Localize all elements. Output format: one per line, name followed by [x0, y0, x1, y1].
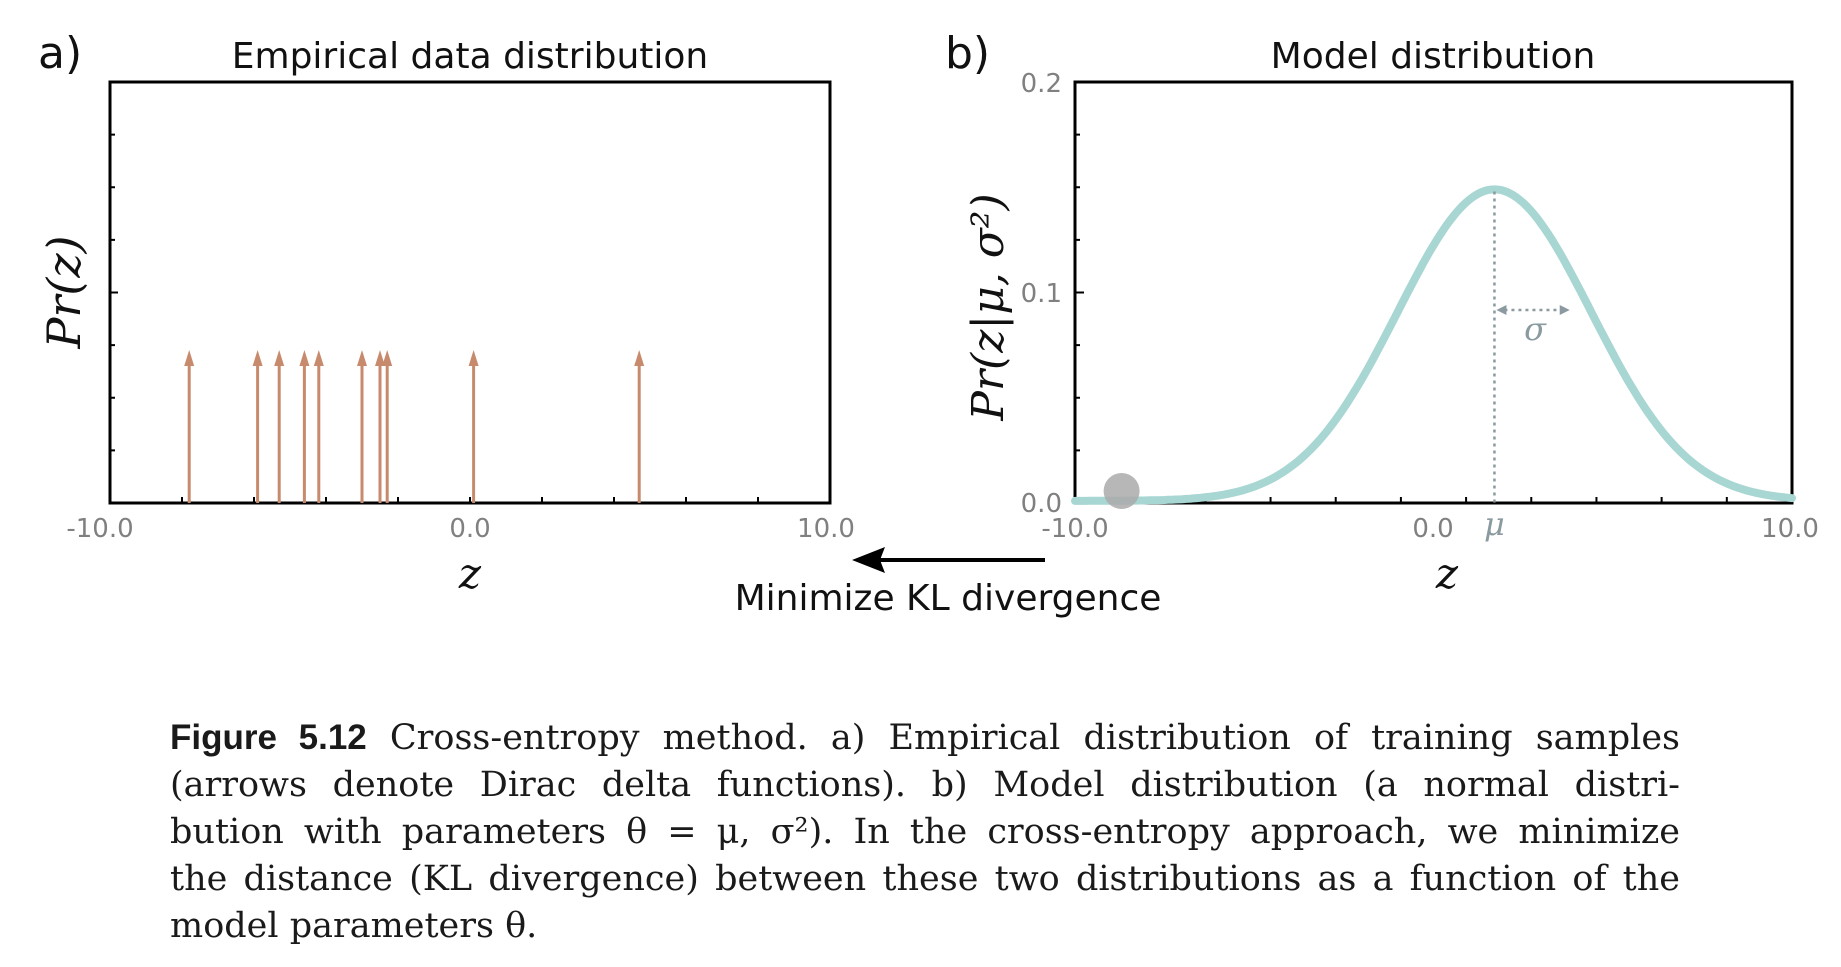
caption-line-4: the distance (KL divergence) between the…: [170, 859, 1680, 899]
caption-line-3: bution with parameters θ = μ, σ²). In th…: [170, 812, 1680, 852]
delta-arrow-head: [357, 350, 367, 366]
caption-line-2: (arrows denote Dirac delta functions). b…: [170, 765, 1680, 805]
panel-a-xlabel: z: [458, 549, 482, 598]
panel-b-ytick-2: 0.2: [1021, 69, 1062, 99]
figure-caption: Figure 5.12 Cross-entropy method. a) Emp…: [170, 714, 1680, 950]
caption-line-1: Figure 5.12 Cross-entropy method. a) Emp…: [170, 714, 1680, 762]
delta-arrow-head: [375, 350, 385, 366]
delta-arrow-head: [313, 350, 324, 366]
panel-b-title: Model distribution: [1271, 36, 1596, 77]
delta-arrow-head: [184, 350, 195, 366]
delta-arrow-head: [634, 350, 645, 366]
panel-b-frame: [1073, 80, 1794, 505]
figure-label: Figure 5.12: [170, 718, 367, 757]
panel-a-delta-arrows: [184, 350, 645, 503]
panel-b-ytick-1: 0.1: [1021, 279, 1062, 309]
normal-density-curve: [1071, 185, 1796, 505]
panel-a-xtick-1: 0.0: [449, 514, 490, 544]
panel-b-ticks: [1074, 81, 1793, 504]
caption-text-1: Cross-entropy method. a) Empirical distr…: [366, 718, 1680, 758]
panel-a-title: Empirical data distribution: [232, 36, 708, 77]
kl-divergence-arrow: Minimize KL divergence: [735, 547, 1162, 619]
panel-a-xtick-2: 10.0: [797, 514, 855, 544]
panel-b-xtick-2: 10.0: [1761, 514, 1819, 544]
panel-b: b) Model distribution 0.0 0.1 0.2 -10.0 …: [945, 28, 1819, 598]
panel-b-xticks: -10.0 0.0 10.0: [1041, 514, 1819, 544]
panel-a-letter: a): [38, 28, 82, 79]
delta-arrow-head: [382, 350, 393, 366]
delta-arrow-head: [274, 350, 285, 366]
mu-label: μ: [1484, 505, 1505, 543]
panel-a-frame: [108, 80, 832, 505]
panel-a-ylabel: Pr(z): [37, 235, 91, 349]
delta-arrow-head: [252, 350, 263, 366]
panel-b-xtick-0: -10.0: [1041, 514, 1108, 544]
panel-b-letter: b): [945, 28, 990, 79]
sigma-arrowhead-left: [1496, 305, 1507, 315]
delta-arrow-head: [299, 350, 310, 366]
panel-a-xticks: -10.0 0.0 10.0: [66, 514, 855, 544]
panel-a: a) Empirical data distribution -10.0 0.0…: [37, 28, 855, 598]
sigma-label: σ: [1524, 310, 1547, 348]
kl-arrow-label: Minimize KL divergence: [735, 578, 1162, 619]
panel-b-ylabel: Pr(z|μ, σ²): [963, 193, 1014, 421]
caption-line-5: model parameters θ.: [170, 906, 538, 946]
panel-a-ticks: [109, 81, 831, 504]
panel-a-xtick-0: -10.0: [66, 514, 133, 544]
panel-b-ytick-0: 0.0: [1021, 489, 1062, 519]
panel-b-xlabel: z: [1435, 549, 1459, 598]
kl-arrow-head: [852, 547, 885, 573]
sample-marker-dot: [1103, 473, 1140, 509]
delta-arrow-head: [468, 350, 479, 366]
panel-b-xtick-1: 0.0: [1412, 514, 1453, 544]
sigma-arrowhead-right: [1559, 305, 1570, 315]
panel-b-yticks: 0.0 0.1 0.2: [1021, 69, 1062, 519]
